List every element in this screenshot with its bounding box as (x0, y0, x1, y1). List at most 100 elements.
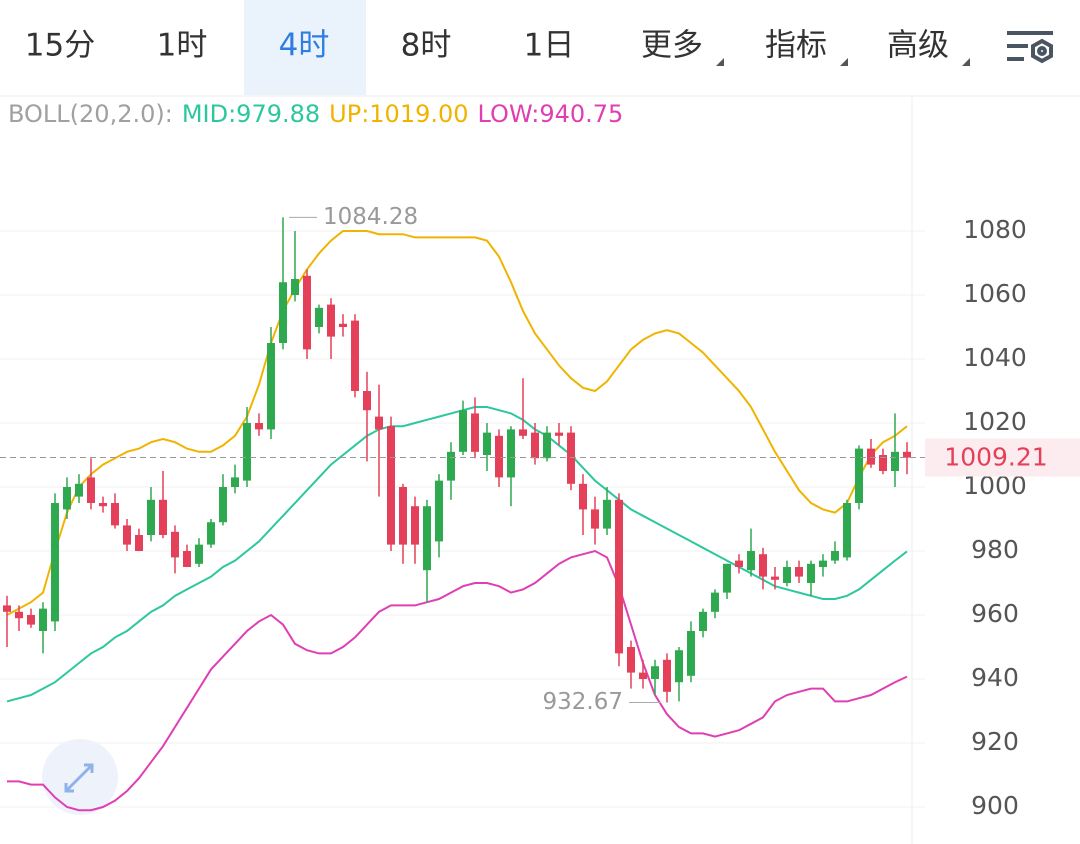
y-tick-label: 920 (971, 727, 1019, 756)
selected-tab-bg (244, 0, 366, 95)
candle-body (399, 487, 407, 545)
candle-body (819, 560, 827, 568)
candle-body (63, 487, 71, 510)
candle-body (51, 503, 59, 622)
candle-body (807, 563, 815, 584)
candle-body (627, 647, 635, 673)
candle-body (195, 544, 203, 564)
candle-body (27, 615, 35, 625)
candle-body (855, 448, 863, 504)
y-tick-label: 980 (971, 535, 1019, 564)
candle-body (579, 483, 587, 510)
last-price-label: 1009.21 (944, 443, 1047, 472)
candle-body (663, 659, 671, 692)
candle-body (507, 429, 515, 478)
candle-body (279, 282, 287, 344)
candle-body (315, 307, 323, 328)
legend-entry: MID:979.88 (182, 100, 320, 128)
candle-body (471, 413, 479, 452)
candle-body (687, 631, 695, 676)
candle-body (519, 429, 527, 436)
candle-body (255, 423, 263, 430)
tab[interactable]: 指标 (765, 28, 827, 64)
candle-body (123, 525, 131, 545)
candle-body (879, 455, 887, 472)
candle-body (843, 503, 851, 558)
tab[interactable]: 高级 (887, 28, 949, 64)
tab[interactable]: 1日 (524, 28, 575, 64)
candle-body (531, 432, 539, 459)
candle-body (303, 275, 311, 350)
y-tick-label: 1020 (963, 407, 1027, 436)
boll-line (6, 230, 908, 616)
candle-body (423, 506, 431, 571)
candle-body (783, 567, 791, 584)
candle-body (831, 551, 839, 561)
candle-body (135, 535, 143, 552)
candle-body (147, 499, 155, 536)
candle-body (903, 451, 911, 458)
tab[interactable]: 4时 (279, 28, 330, 64)
tab[interactable]: 8时 (401, 28, 452, 64)
candle-body (639, 672, 647, 680)
y-tick-label: 1060 (963, 279, 1027, 308)
candle-body (567, 432, 575, 484)
dropdown-caret (962, 58, 970, 66)
candle-body (615, 499, 623, 654)
candle-body (39, 608, 47, 632)
candle-body (735, 560, 743, 568)
y-tick-label: 900 (971, 791, 1019, 820)
candle-body (219, 487, 227, 523)
boll-line (6, 406, 908, 703)
min-label: 932.67 (543, 689, 623, 715)
candle-body (183, 551, 191, 568)
candle-body (723, 563, 731, 593)
candle-body (387, 426, 395, 545)
y-tick-label: 1080 (963, 215, 1027, 244)
plot: 900920940960980100010201040106010801084.… (0, 204, 1080, 820)
candle-body (111, 503, 119, 526)
y-tick-label: 940 (971, 663, 1019, 692)
indicator-name: BOLL(20,2.0): (8, 100, 173, 128)
candle-body (267, 343, 275, 430)
tab[interactable]: 更多 (641, 28, 703, 64)
candle-body (351, 320, 359, 392)
settings-icon[interactable] (1007, 31, 1053, 64)
dropdown-caret (716, 58, 724, 66)
candle-body (603, 499, 611, 529)
candle-body (15, 611, 23, 619)
candle-body (207, 522, 215, 545)
candle-body (555, 432, 563, 436)
candle-body (591, 509, 599, 529)
candle-body (363, 391, 371, 411)
dropdown-caret (840, 58, 848, 66)
candle-body (459, 410, 467, 452)
candle-body (159, 499, 167, 536)
candle-body (243, 423, 251, 481)
candle-body (891, 451, 899, 472)
tab-bar: 15分 1时 4时 8时 1日 更多 指标 高级 (25, 28, 970, 66)
candle-body (711, 592, 719, 612)
last-price-box (925, 438, 1080, 477)
expand-icon (64, 763, 94, 793)
legend-entry: LOW:940.75 (478, 100, 624, 128)
candle-body (99, 503, 107, 507)
tab[interactable]: 1时 (157, 28, 208, 64)
indicator-header: BOLL(20,2.0): MID:979.88 UP:1019.00 LOW:940… (8, 100, 623, 128)
candle-body (759, 554, 767, 577)
candle-body (3, 605, 11, 612)
candle-body (495, 435, 503, 478)
y-tick-label: 1040 (963, 343, 1027, 372)
candle-body (543, 432, 551, 459)
candle-body (411, 506, 419, 545)
tab[interactable]: 15分 (25, 28, 95, 64)
candle-body (447, 451, 455, 481)
candle-body (483, 432, 491, 456)
y-tick-label: 960 (971, 599, 1019, 628)
candle-body (75, 483, 83, 497)
candle-body (675, 650, 683, 683)
candle-body (435, 480, 443, 542)
boll-line (7, 549, 908, 812)
candle-body (699, 611, 707, 632)
